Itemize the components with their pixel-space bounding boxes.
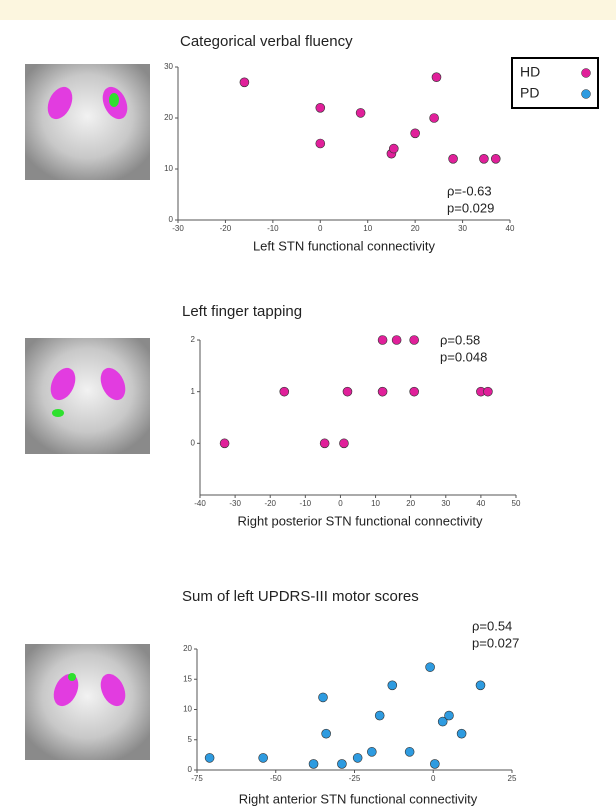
point (405, 747, 414, 756)
point (353, 753, 362, 762)
x-tick-label: 25 (508, 774, 517, 783)
y-tick-label: 10 (164, 164, 173, 173)
x-tick-label: -10 (267, 224, 279, 233)
x-tick-label: 10 (363, 224, 372, 233)
point (389, 144, 398, 153)
x-axis-label: Left STN functional connectivity (253, 238, 436, 253)
x-tick-label: 10 (371, 499, 380, 508)
x-tick-label: 0 (338, 499, 343, 508)
point (339, 439, 348, 448)
legend: HD PD (512, 58, 598, 108)
x-tick-label: -40 (194, 499, 206, 508)
x-axis-label: Right posterior STN functional connectiv… (238, 513, 483, 528)
legend-label: PD (520, 85, 539, 101)
point (356, 108, 365, 117)
x-tick-label: 0 (431, 774, 436, 783)
x-tick-label: 30 (458, 224, 467, 233)
point (392, 336, 401, 345)
point (337, 759, 346, 768)
x-tick-label: -10 (300, 499, 312, 508)
point (457, 729, 466, 738)
point (320, 439, 329, 448)
y-tick-label: 1 (191, 387, 196, 396)
x-tick-label: 30 (441, 499, 450, 508)
annotation: p=0.029 (447, 200, 494, 215)
point (388, 681, 397, 690)
figure: HD PD Categorical verbal fluency Left STN… (0, 0, 616, 809)
point (479, 154, 488, 163)
chart-title: Categorical verbal fluency (180, 33, 353, 50)
point (319, 693, 328, 702)
x-tick-label: -30 (172, 224, 184, 233)
y-tick-label: 20 (183, 644, 192, 653)
annotation: p=0.027 (472, 635, 519, 650)
x-tick-label: 0 (318, 224, 323, 233)
point (322, 729, 331, 738)
point (432, 73, 441, 82)
x-axis-label: Right anterior STN functional connectivi… (239, 791, 478, 806)
chart-title: Left finger tapping (182, 303, 302, 320)
annotation: p=0.048 (440, 349, 487, 364)
point (205, 753, 214, 762)
point (280, 387, 289, 396)
y-tick-label: 0 (169, 215, 174, 224)
legend-swatch (582, 69, 591, 78)
x-tick-label: 20 (411, 224, 420, 233)
point (259, 753, 268, 762)
point (343, 387, 352, 396)
y-tick-label: 0 (188, 765, 193, 774)
y-tick-label: 20 (164, 113, 173, 122)
point (476, 681, 485, 690)
point (430, 759, 439, 768)
point (411, 129, 420, 138)
point (316, 103, 325, 112)
point (367, 747, 376, 756)
point (410, 387, 419, 396)
x-tick-label: -50 (270, 774, 282, 783)
point (309, 759, 318, 768)
point (449, 154, 458, 163)
legend-label: HD (520, 64, 540, 80)
brain-image (25, 644, 150, 760)
x-tick-label: -20 (220, 224, 232, 233)
point (316, 139, 325, 148)
point (240, 78, 249, 87)
y-tick-label: 10 (183, 705, 192, 714)
chart-title: Sum of left UPDRS-III motor scores (182, 588, 419, 605)
point (378, 387, 387, 396)
point (483, 387, 492, 396)
point (491, 154, 500, 163)
y-tick-label: 2 (191, 335, 196, 344)
annotation: ρ=0.58 (440, 332, 480, 347)
x-tick-label: 40 (476, 499, 485, 508)
annotation: ρ=0.54 (472, 618, 512, 633)
x-tick-label: -75 (191, 774, 203, 783)
x-tick-label: -20 (264, 499, 276, 508)
legend-swatch (582, 90, 591, 99)
point (375, 711, 384, 720)
x-tick-label: 50 (512, 499, 521, 508)
point (410, 336, 419, 345)
brain-image (25, 64, 150, 180)
annotation: ρ=-0.63 (447, 183, 492, 198)
y-tick-label: 30 (164, 62, 173, 71)
point (430, 114, 439, 123)
y-tick-label: 0 (191, 438, 196, 447)
point (220, 439, 229, 448)
top-band (0, 0, 616, 20)
y-tick-label: 15 (183, 674, 192, 683)
x-tick-label: 40 (506, 224, 515, 233)
brain-image (25, 338, 150, 454)
point (426, 663, 435, 672)
point (445, 711, 454, 720)
x-tick-label: -30 (229, 499, 241, 508)
x-tick-label: -25 (349, 774, 361, 783)
y-tick-label: 5 (188, 735, 193, 744)
point (378, 336, 387, 345)
x-tick-label: 20 (406, 499, 415, 508)
